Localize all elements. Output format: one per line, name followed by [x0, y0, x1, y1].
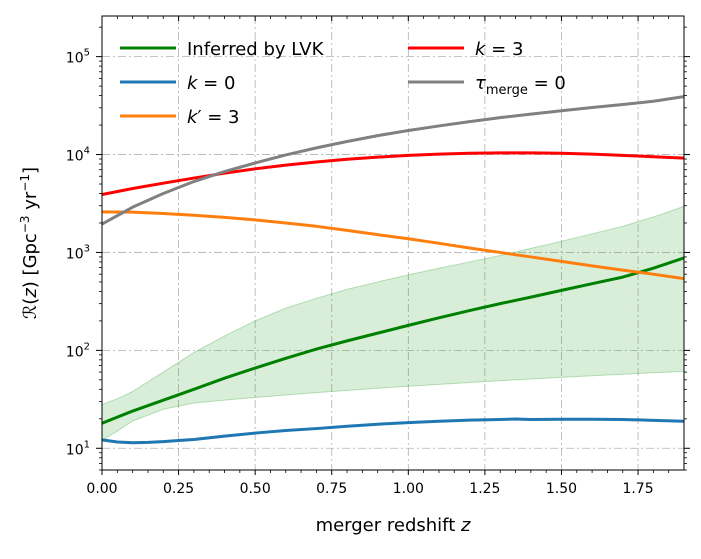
legend-label-kp3: k′ = 3	[187, 107, 240, 128]
legend-item-k0: k = 0	[120, 73, 235, 94]
legend-item-k3: k = 3	[408, 39, 523, 60]
x-axis-label: merger redshift z	[316, 515, 471, 536]
legend-label-lvk: Inferred by LVK	[187, 39, 325, 60]
series-lines	[102, 95, 684, 445]
series-line-k0	[102, 417, 684, 445]
x-tick-label: 1.75	[622, 481, 653, 497]
legend-label-tau: τmerge = 0	[475, 73, 566, 98]
confidence-band	[102, 205, 684, 442]
lvk-confidence-band	[102, 205, 684, 442]
series-line-k3	[102, 151, 684, 197]
svg-text:ℛ(z) [Gpc−3 yr−1]: ℛ(z) [Gpc−3 yr−1]	[18, 167, 41, 319]
y-tick-label: 102	[66, 341, 90, 360]
series-line-kp3	[102, 210, 684, 281]
legend-item-kp3: k′ = 3	[120, 107, 240, 128]
y-tick-label: 105	[66, 48, 90, 67]
x-tick-label: 0.25	[163, 481, 194, 497]
x-tick-label: 0.75	[316, 481, 347, 497]
series-line-lvk	[102, 256, 684, 425]
x-tick-label: 0.50	[240, 481, 271, 497]
axis-ticks: 0.00 0.25 0.50 0.75 1.00 1.25 1.50 1.75 101 102 10…	[66, 16, 690, 497]
legend-label-k3: k = 3	[475, 39, 523, 60]
y-axis-label: ℛ(z) [Gpc−3 yr−1]	[18, 167, 41, 319]
y-tick-label: 104	[66, 146, 90, 165]
series-line-tau	[102, 95, 684, 226]
legend: Inferred by LVK k = 0 k′ = 3 k = 3 τmerg…	[120, 39, 566, 128]
y-tick-label: 101	[66, 439, 90, 458]
x-tick-label: 1.25	[469, 481, 500, 497]
grid	[101, 16, 684, 470]
legend-item-tau: τmerge = 0	[408, 73, 566, 98]
y-tick-label: 103	[66, 243, 90, 262]
x-tick-label: 1.00	[393, 481, 424, 497]
legend-item-lvk: Inferred by LVK	[120, 39, 325, 60]
x-tick-label: 0.00	[86, 481, 117, 497]
x-tick-label: 1.50	[546, 481, 577, 497]
legend-label-k0: k = 0	[187, 73, 235, 94]
